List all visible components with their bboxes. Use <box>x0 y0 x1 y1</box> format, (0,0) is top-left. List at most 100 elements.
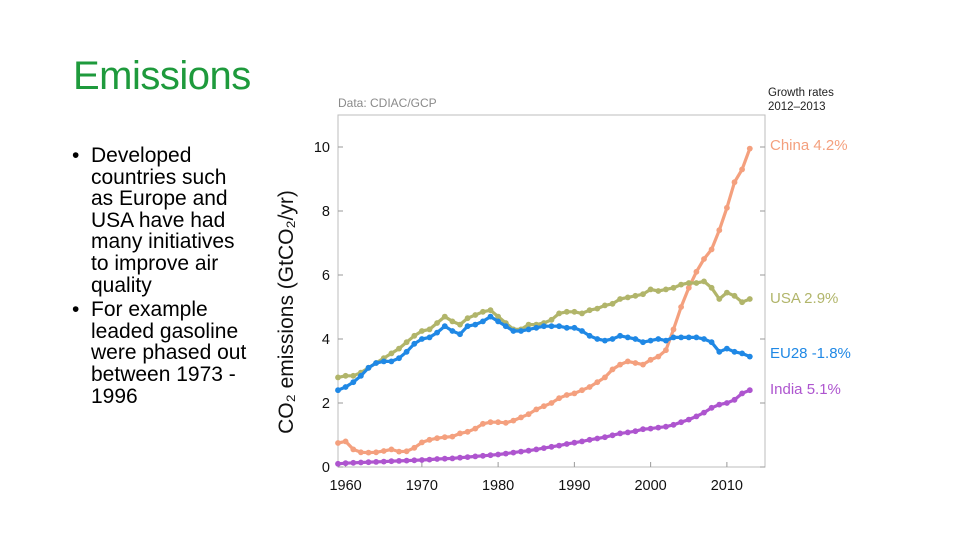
data-point <box>487 452 494 459</box>
data-point <box>419 439 425 446</box>
data-point <box>518 328 524 334</box>
data-point <box>670 284 677 291</box>
data-point <box>624 358 631 365</box>
data-point <box>335 460 341 467</box>
data-point <box>457 331 463 338</box>
data-point <box>640 339 646 346</box>
data-point <box>678 281 684 288</box>
y-tick-label: 10 <box>314 140 330 156</box>
data-point <box>541 445 547 451</box>
data-point <box>602 374 608 381</box>
data-point <box>380 458 387 465</box>
data-point <box>358 372 364 379</box>
data-point <box>670 334 677 341</box>
data-point <box>541 403 547 410</box>
legend-label-china: China 4.2% <box>770 137 848 154</box>
data-point <box>602 302 608 309</box>
data-point <box>373 360 379 366</box>
data-point <box>358 459 364 466</box>
bullet-list: Developed countries such as Europe and U… <box>72 145 252 410</box>
bullet-item: For example leaded gasoline were phased … <box>72 299 252 407</box>
data-point <box>571 390 578 397</box>
data-point <box>358 449 364 456</box>
data-point <box>609 300 616 307</box>
data-point <box>556 442 562 449</box>
plot-frame <box>337 114 766 468</box>
data-point <box>449 328 456 334</box>
data-point <box>365 449 372 456</box>
data-point <box>663 286 669 293</box>
slide-title: Emissions <box>73 54 251 98</box>
data-point <box>731 396 738 403</box>
data-point <box>678 419 684 426</box>
data-point <box>548 443 555 450</box>
data-point <box>411 444 418 451</box>
data-point <box>563 392 570 398</box>
data-point <box>609 432 616 439</box>
co2-emissions-chart: Data: CDIAC/GCP Growth rates 2012–2013 C… <box>275 87 851 494</box>
data-point <box>655 288 662 294</box>
data-point <box>617 361 623 368</box>
data-point <box>739 390 745 397</box>
data-point <box>335 387 341 394</box>
data-point <box>563 324 570 331</box>
data-point <box>388 458 395 465</box>
series-china <box>335 145 753 456</box>
data-point <box>411 332 418 339</box>
data-point <box>655 353 662 360</box>
data-point <box>365 364 372 371</box>
data-point <box>510 417 517 424</box>
data-point <box>617 296 623 302</box>
data-point <box>365 459 372 466</box>
data-point <box>525 447 532 454</box>
data-point <box>746 145 753 152</box>
data-point <box>388 446 395 453</box>
y-tick-label: 6 <box>322 268 330 284</box>
data-point <box>708 246 715 253</box>
data-point <box>548 316 555 323</box>
data-point <box>586 332 593 339</box>
data-point <box>487 419 494 426</box>
data-point <box>563 441 570 447</box>
data-point <box>495 419 501 426</box>
x-tick-label: 1990 <box>558 478 590 494</box>
data-point <box>632 336 639 342</box>
data-point <box>419 328 425 334</box>
data-point <box>419 336 425 342</box>
data-point <box>518 414 524 421</box>
data-point <box>396 345 402 352</box>
data-point <box>464 428 471 435</box>
y-axis-title: CO₂ emissions (GtCO₂/yr) <box>275 190 298 434</box>
y-tick-label: 2 <box>322 396 330 412</box>
data-point <box>541 323 547 330</box>
data-point <box>342 372 349 379</box>
data-point <box>556 323 562 330</box>
data-point <box>380 358 387 365</box>
legend-label-usa: USA 2.9% <box>770 290 838 307</box>
x-tick-label: 1980 <box>482 478 514 494</box>
data-point <box>693 268 700 275</box>
data-point <box>502 450 509 457</box>
data-point <box>525 411 532 418</box>
data-point <box>716 348 723 355</box>
series-usa <box>335 278 753 381</box>
data-point <box>426 334 433 341</box>
data-point <box>426 436 433 443</box>
data-point <box>464 323 471 330</box>
data-point <box>632 292 639 299</box>
data-point <box>449 455 456 462</box>
data-point <box>449 318 456 325</box>
data-point <box>624 294 631 301</box>
data-point <box>708 404 715 411</box>
series-india <box>335 387 753 467</box>
data-point <box>495 451 501 458</box>
data-point <box>663 347 669 354</box>
data-point <box>724 345 730 352</box>
data-point <box>739 299 745 306</box>
data-point <box>647 356 654 363</box>
data-point <box>525 321 532 328</box>
y-tick-label: 8 <box>322 204 330 220</box>
x-tick-label: 2010 <box>711 478 743 494</box>
growth-rates-period: 2012–2013 <box>768 101 826 113</box>
data-point <box>495 318 501 325</box>
